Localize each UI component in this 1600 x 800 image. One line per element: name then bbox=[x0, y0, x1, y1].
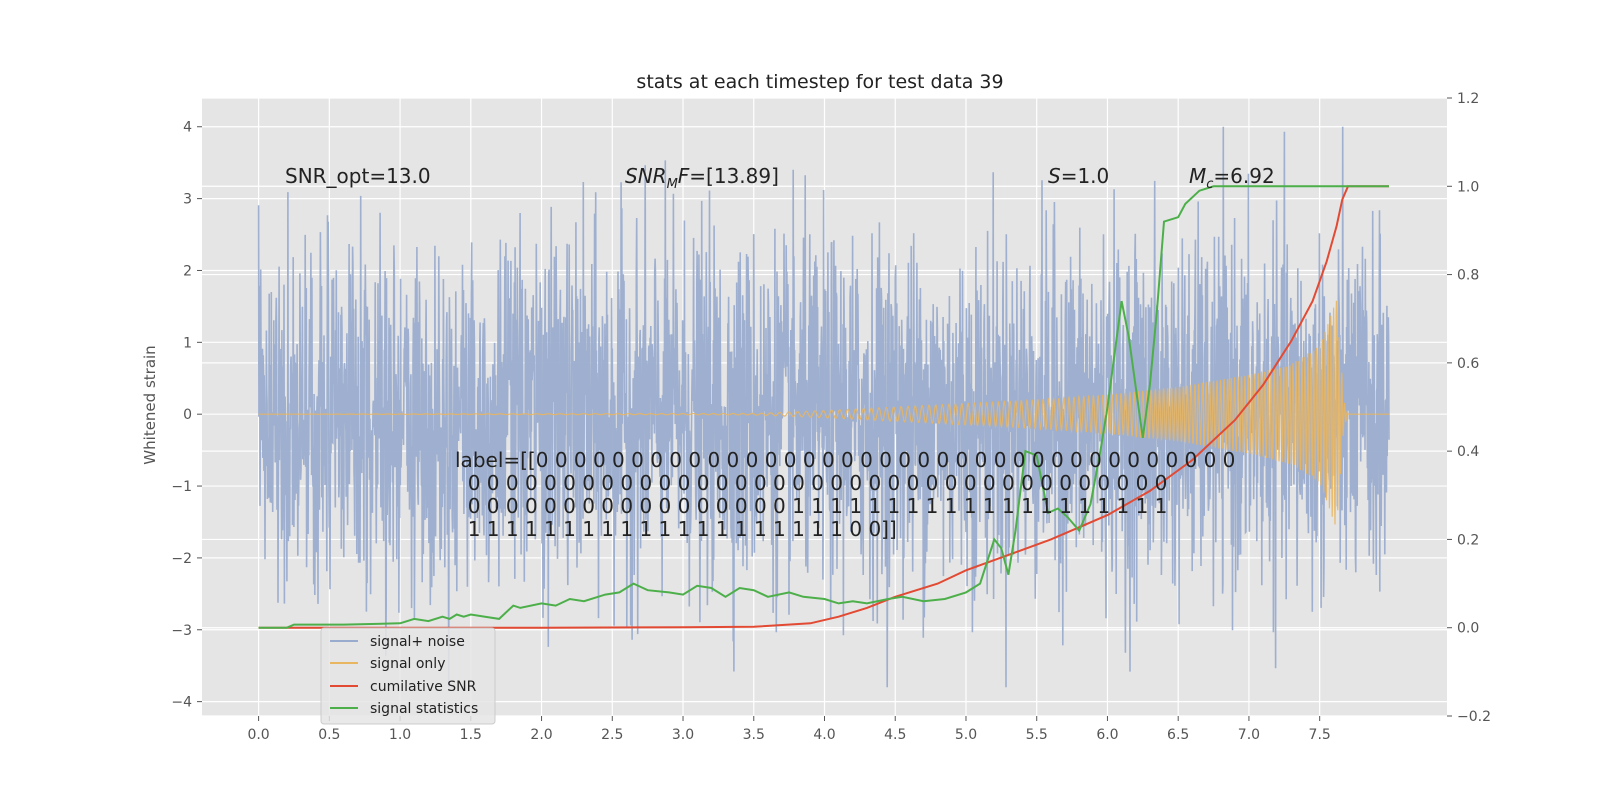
snr-mf-value: =[13.89] bbox=[689, 164, 779, 188]
label-line-3: 0 0 0 0 0 0 0 0 0 0 0 0 0 0 0 0 0 1 1 1 … bbox=[455, 494, 1167, 518]
y2-tick-label: −0.2 bbox=[1457, 709, 1491, 725]
y-tick-label: 4 bbox=[183, 120, 192, 136]
snr-mf-label2: F bbox=[678, 164, 690, 188]
x-tick-label: 7.5 bbox=[1309, 727, 1331, 743]
legend-label-signal-noise: signal+ noise bbox=[370, 634, 465, 650]
series-signal-statistics bbox=[258, 185, 1389, 629]
x-tick-label: 3.0 bbox=[672, 727, 694, 743]
snr-mf-annotation: SNRMF=[13.89] bbox=[625, 164, 779, 192]
label-line-1: label=[[0 0 0 0 0 0 0 0 0 0 0 0 0 0 0 0 … bbox=[455, 448, 1235, 472]
x-tick-label: 2.5 bbox=[601, 727, 623, 743]
s-label: S bbox=[1048, 164, 1061, 188]
x-tick-label: 4.0 bbox=[813, 727, 835, 743]
mc-annotation: Mc=6.92 bbox=[1189, 164, 1275, 192]
snr-mf-sub: M bbox=[667, 177, 678, 192]
label-annotation: label=[[0 0 0 0 0 0 0 0 0 0 0 0 0 0 0 0 … bbox=[455, 448, 1280, 541]
y-tick-label: −1 bbox=[171, 479, 192, 495]
y-tick-label: −3 bbox=[171, 623, 192, 639]
x-tick-label: 3.5 bbox=[743, 727, 765, 743]
y2-tick-label: 0.0 bbox=[1457, 621, 1479, 637]
y-tick-label: −2 bbox=[171, 551, 192, 567]
legend-label-signal-only: signal only bbox=[370, 656, 445, 672]
y-tick-label: 3 bbox=[183, 192, 192, 208]
x-tick-label: 1.5 bbox=[460, 727, 482, 743]
y2-tick-label: 0.6 bbox=[1457, 356, 1479, 372]
y-tick-label: 0 bbox=[183, 407, 192, 423]
y-tick-label: 1 bbox=[183, 335, 192, 351]
x-tick-label: 6.5 bbox=[1167, 727, 1189, 743]
y2-tick-label: 1.2 bbox=[1457, 91, 1479, 107]
legend-label-signal-statistics: signal statistics bbox=[370, 701, 478, 717]
x-tick-label: 1.0 bbox=[389, 727, 411, 743]
legend-box bbox=[320, 627, 496, 725]
mc-sub: c bbox=[1206, 177, 1213, 192]
x-tick-label: 6.0 bbox=[1096, 727, 1118, 743]
series-signal-noise bbox=[257, 126, 1390, 688]
legend-label-cumulative-snr: cumilative SNR bbox=[370, 679, 477, 695]
y-axis-label: Whitened strain bbox=[141, 345, 159, 464]
x-tick-label: 5.5 bbox=[1026, 727, 1048, 743]
snr-mf-label: SNR bbox=[625, 164, 667, 188]
series-layer bbox=[257, 126, 1390, 688]
x-tick-label: 0.0 bbox=[247, 727, 269, 743]
series-cumulative-snr bbox=[258, 185, 1389, 629]
series-signal-only bbox=[258, 300, 1389, 525]
mc-value: =6.92 bbox=[1213, 164, 1274, 188]
label-line-2: 0 0 0 0 0 0 0 0 0 0 0 0 0 0 0 0 0 0 0 0 … bbox=[455, 471, 1167, 495]
chart-title: stats at each timestep for test data 39 bbox=[636, 71, 1003, 93]
label-line-4: 1 1 1 1 1 1 1 1 1 1 1 1 1 1 1 1 1 1 1 1 … bbox=[455, 517, 897, 541]
y-tick-label: 2 bbox=[183, 263, 192, 279]
s-value: =1.0 bbox=[1061, 164, 1110, 188]
x-tick-label: 7.0 bbox=[1238, 727, 1260, 743]
x-tick-label: 5.0 bbox=[955, 727, 977, 743]
x-tick-label: 4.5 bbox=[884, 727, 906, 743]
mc-label: M bbox=[1189, 164, 1206, 188]
snr-opt-annotation: SNR_opt=13.0 bbox=[285, 164, 431, 188]
y2-tick-label: 0.8 bbox=[1457, 268, 1479, 284]
axes: 0.0 0.5 1.0 1.5 2.0 2.5 3.0 3.5 4.0 4.5 5.0 5.5 6.0 6… bbox=[171, 91, 1491, 743]
x-tick-label: 2.0 bbox=[530, 727, 552, 743]
y2-tick-label: 1.0 bbox=[1457, 179, 1479, 195]
legend: signal+ noise signal only cumilative SNR… bbox=[320, 627, 496, 725]
x-tick-label: 0.5 bbox=[318, 727, 340, 743]
y2-tick-label: 0.2 bbox=[1457, 532, 1479, 548]
annotations: SNR_opt=13.0 SNRMF=[13.89] S=1.0 Mc=6.92… bbox=[285, 164, 1280, 541]
y2-tick-label: 0.4 bbox=[1457, 444, 1479, 460]
y-tick-label: −4 bbox=[171, 695, 192, 711]
s-annotation: S=1.0 bbox=[1048, 164, 1109, 188]
